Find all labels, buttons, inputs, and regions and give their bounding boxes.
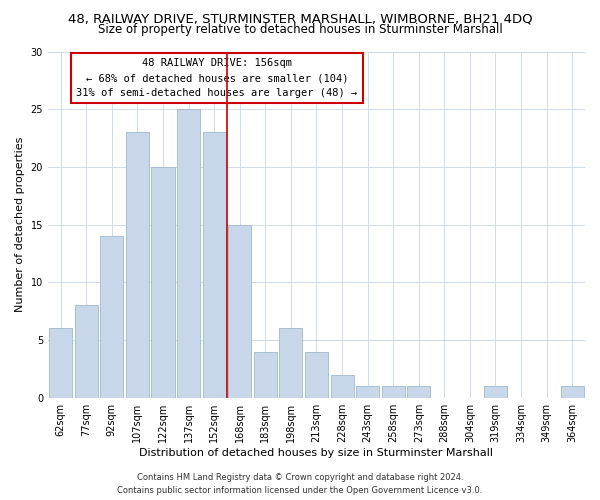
Bar xyxy=(75,306,98,398)
Bar xyxy=(280,328,302,398)
Bar xyxy=(203,132,226,398)
Y-axis label: Number of detached properties: Number of detached properties xyxy=(15,137,25,312)
Text: 48, RAILWAY DRIVE, STURMINSTER MARSHALL, WIMBORNE, BH21 4DQ: 48, RAILWAY DRIVE, STURMINSTER MARSHALL,… xyxy=(68,12,532,26)
Bar xyxy=(254,352,277,398)
Bar xyxy=(49,328,72,398)
Bar xyxy=(484,386,507,398)
Bar xyxy=(407,386,430,398)
Bar xyxy=(561,386,584,398)
Bar xyxy=(228,224,251,398)
Text: Size of property relative to detached houses in Sturminster Marshall: Size of property relative to detached ho… xyxy=(98,22,502,36)
Bar xyxy=(151,167,175,398)
Bar xyxy=(331,374,353,398)
Bar xyxy=(305,352,328,398)
Text: Contains HM Land Registry data © Crown copyright and database right 2024.
Contai: Contains HM Land Registry data © Crown c… xyxy=(118,473,482,495)
Text: 48 RAILWAY DRIVE: 156sqm
← 68% of detached houses are smaller (104)
31% of semi-: 48 RAILWAY DRIVE: 156sqm ← 68% of detach… xyxy=(76,58,358,98)
Bar xyxy=(177,109,200,398)
Bar xyxy=(126,132,149,398)
Bar xyxy=(100,236,124,398)
X-axis label: Distribution of detached houses by size in Sturminster Marshall: Distribution of detached houses by size … xyxy=(139,448,493,458)
Bar xyxy=(356,386,379,398)
Bar xyxy=(382,386,404,398)
